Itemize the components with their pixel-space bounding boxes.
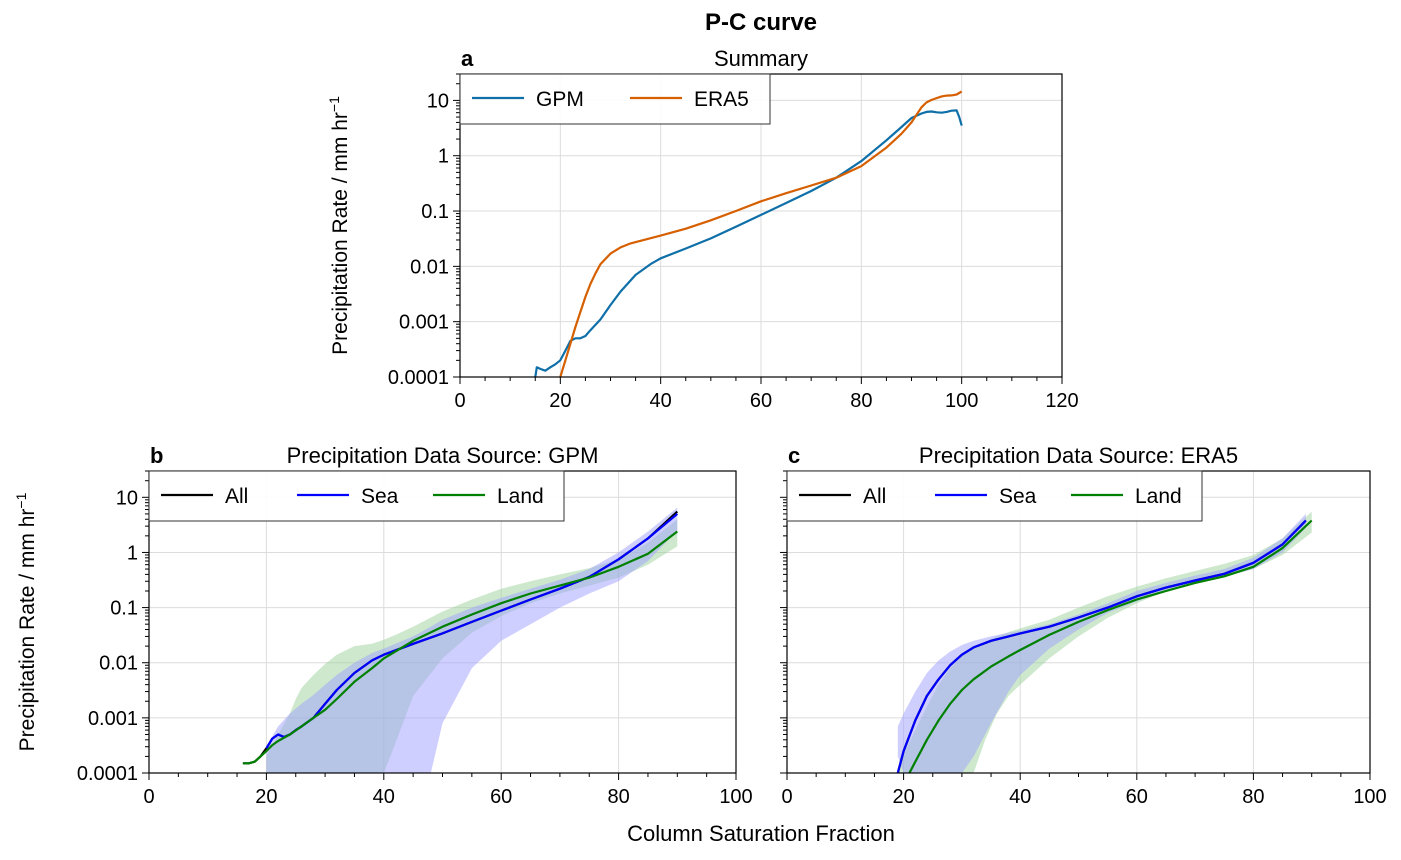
y-tick-label: 0.01 xyxy=(410,256,449,278)
legend-label-all: All xyxy=(225,485,248,508)
panel-letter: b xyxy=(150,443,163,468)
series-line-land xyxy=(242,530,678,765)
x-tick-label: 40 xyxy=(373,786,395,808)
series-line-era5 xyxy=(559,90,963,377)
series-line-land xyxy=(908,519,1313,773)
panel-letter: a xyxy=(461,46,474,71)
panel-c: 0 20 40 60 80 100 c Precipitation Data Source: … xyxy=(780,443,1387,808)
legend-label-gpm: GPM xyxy=(536,88,584,111)
legend-label-era5: ERA5 xyxy=(694,88,749,111)
panel-title: Precipitation Data Source: ERA5 xyxy=(919,443,1238,468)
x-axis: 0 20 40 60 80 100 xyxy=(781,773,1387,808)
series-line-gpm xyxy=(534,109,963,377)
y-tick-label: 10 xyxy=(427,90,449,112)
y-axis-label-text: Precipitation Rate / mm hr xyxy=(329,112,352,355)
band-sea xyxy=(266,507,678,773)
x-tick-label: 100 xyxy=(719,786,752,808)
x-tick-label: 80 xyxy=(607,786,629,808)
x-tick-label: 20 xyxy=(549,390,571,412)
y-tick-label: 0.001 xyxy=(88,708,138,730)
panel-a: 0 20 40 60 80 100 120 0.0001 0.001 0.01 0.1 1 10 Prec… xyxy=(326,46,1079,412)
x-tick-label: 60 xyxy=(490,786,512,808)
x-tick-label: 40 xyxy=(650,390,672,412)
legend-frame xyxy=(148,470,565,522)
legend-label-land: Land xyxy=(1135,485,1182,508)
legend-label-land: Land xyxy=(497,485,544,508)
x-tick-label: 100 xyxy=(1353,786,1386,808)
figure-suptitle: P-C curve xyxy=(705,9,817,36)
x-axis: 0 20 40 60 80 100 xyxy=(143,773,753,808)
y-axis-label-superscript: −1 xyxy=(13,492,29,508)
x-tick-label: 60 xyxy=(1126,786,1148,808)
shared-xlabel: Column Saturation Fraction xyxy=(627,821,895,846)
legend: GPM ERA5 xyxy=(459,73,771,125)
legend-frame xyxy=(786,470,1203,522)
y-tick-label: 0.01 xyxy=(99,653,138,675)
series-line-sea xyxy=(896,519,1307,773)
legend: All Sea Land xyxy=(148,470,565,522)
y-tick-label: 0.0001 xyxy=(77,763,138,785)
plot-area xyxy=(534,90,963,377)
x-tick-label: 0 xyxy=(143,786,154,808)
y-tick-label: 0.1 xyxy=(421,201,449,223)
x-tick-label: 20 xyxy=(255,786,277,808)
y-axis xyxy=(780,470,787,774)
x-tick-label: 80 xyxy=(1242,786,1264,808)
legend-label-all: All xyxy=(863,485,886,508)
y-tick-label: 1 xyxy=(127,542,138,564)
y-axis: 0.0001 0.001 0.01 0.1 1 10 xyxy=(388,73,460,389)
y-axis-label-text: Precipitation Rate / mm hr xyxy=(16,509,39,752)
panel-title: Summary xyxy=(714,46,808,71)
plot-area xyxy=(242,507,679,773)
plot-area xyxy=(896,511,1313,773)
y-axis: 0.0001 0.001 0.01 0.1 1 10 xyxy=(77,470,149,785)
legend: All Sea Land xyxy=(786,470,1203,522)
legend-label-sea: Sea xyxy=(999,485,1037,508)
panel-title: Precipitation Data Source: GPM xyxy=(287,443,599,468)
panel-b: 0 20 40 60 80 100 0.0001 0.001 0.01 0.1 1 10 Precipi… xyxy=(13,443,753,808)
x-tick-label: 0 xyxy=(454,390,465,412)
x-tick-label: 120 xyxy=(1045,390,1078,412)
x-tick-label: 60 xyxy=(750,390,772,412)
y-tick-label: 0.0001 xyxy=(388,367,449,389)
legend-label-sea: Sea xyxy=(361,485,399,508)
y-tick-label: 0.1 xyxy=(110,598,138,620)
y-tick-label: 0.001 xyxy=(399,312,449,334)
x-tick-label: 20 xyxy=(892,786,914,808)
x-tick-label: 100 xyxy=(945,390,978,412)
x-tick-label: 80 xyxy=(850,390,872,412)
x-axis: 0 20 40 60 80 100 120 xyxy=(454,377,1079,412)
y-axis-label: Precipitation Rate / mm hr−1 xyxy=(326,96,352,355)
panel-letter: c xyxy=(788,443,800,468)
y-axis-label: Precipitation Rate / mm hr−1 xyxy=(13,492,39,751)
y-tick-label: 10 xyxy=(116,487,138,509)
y-tick-label: 1 xyxy=(438,146,449,168)
x-tick-label: 0 xyxy=(781,786,792,808)
x-tick-label: 40 xyxy=(1009,786,1031,808)
y-axis-label-superscript: −1 xyxy=(326,96,342,112)
